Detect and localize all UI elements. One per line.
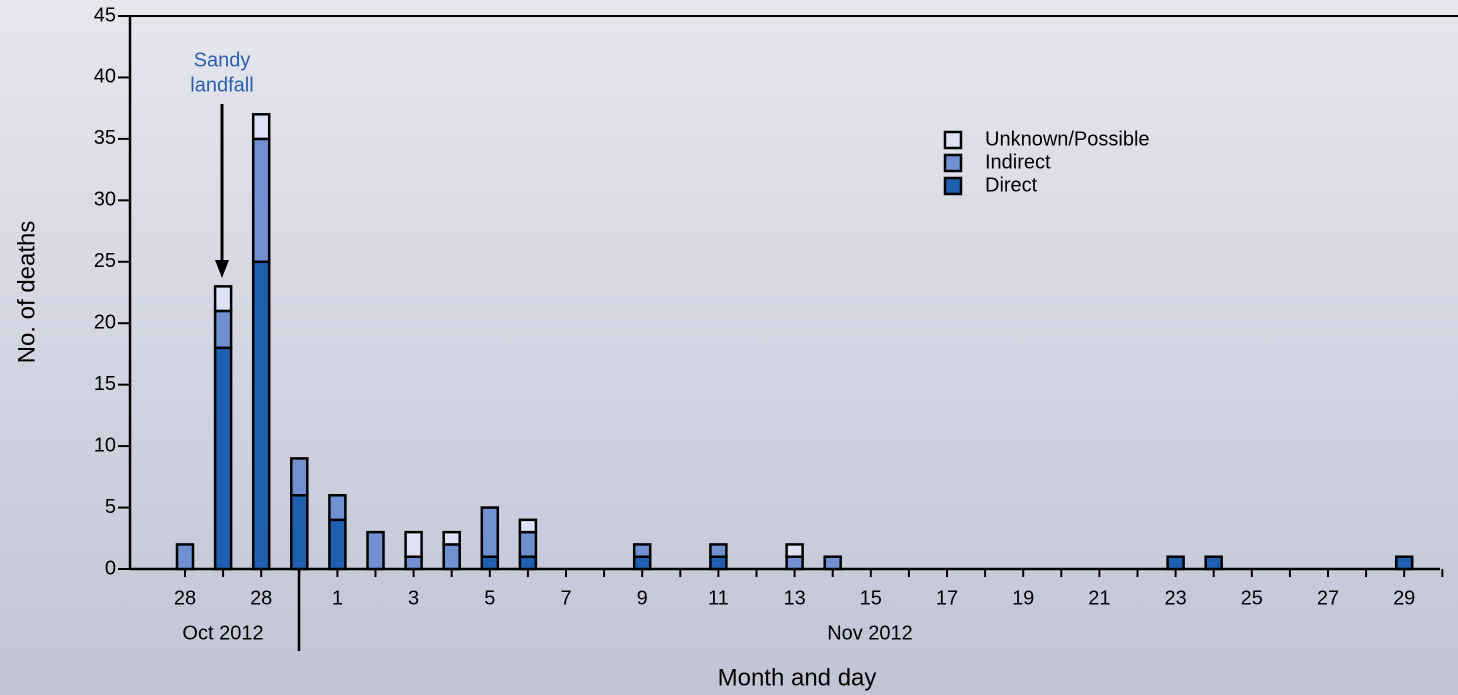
y-axis-label: No. of deaths (13, 221, 40, 364)
x-tick-label: 28 (174, 587, 196, 609)
x-tick-label: 3 (408, 587, 419, 609)
bar-segment (213, 309, 233, 350)
annotation: Sandy (194, 49, 251, 71)
bar-segment (1394, 555, 1414, 571)
bar-segment (1204, 555, 1223, 571)
x-tick-label: 29 (1393, 587, 1415, 609)
bar-segment (1166, 555, 1185, 571)
annotation: landfall (190, 74, 253, 96)
legend-swatch (943, 153, 963, 173)
bar-segment (632, 555, 652, 571)
bar-segment (404, 530, 423, 558)
y-tick-label: 0 (105, 557, 116, 579)
bar-segment (328, 494, 347, 522)
x-tick-label: 21 (1088, 587, 1110, 609)
y-tick-label: 25 (94, 250, 116, 272)
bar-segment (328, 518, 347, 571)
bar-segment (823, 555, 842, 571)
bar-segment (632, 543, 652, 558)
bar-segment (480, 555, 500, 571)
bar-segment (518, 555, 538, 571)
month-label: Oct 2012 (182, 622, 263, 644)
bar-segment (213, 285, 233, 313)
bar-segment (480, 506, 500, 558)
bar-segment (213, 346, 233, 571)
x-tick-label: 7 (560, 587, 571, 609)
x-tick-label: 5 (484, 587, 495, 609)
bar-segment (290, 494, 309, 571)
bar-segment (366, 530, 385, 571)
legend-label: Unknown/Possible (985, 128, 1150, 150)
bar-segment (785, 555, 804, 571)
arrowhead (215, 260, 229, 278)
x-tick-label: 13 (783, 587, 805, 609)
x-tick-label: 15 (860, 587, 882, 609)
y-tick-label: 30 (94, 189, 116, 211)
x-tick-label: 11 (708, 587, 729, 609)
bar-segment (442, 530, 461, 546)
legend-label: Indirect (985, 151, 1051, 173)
legend-swatch (943, 130, 963, 150)
x-tick-label: 9 (637, 587, 648, 609)
bar-segment (709, 555, 728, 571)
bar-segment (442, 543, 461, 571)
bar-segment (251, 260, 271, 571)
legend-swatch (943, 176, 963, 196)
x-tick-label: 1 (332, 587, 343, 609)
y-tick-label: 40 (94, 66, 116, 88)
x-tick-label: 19 (1012, 587, 1034, 609)
bar-segment (404, 555, 423, 571)
y-tick-label: 10 (94, 434, 116, 456)
x-tick-label: 28 (250, 587, 272, 609)
bar-segment (518, 530, 538, 558)
bar-segment (175, 543, 195, 571)
x-tick-label: 27 (1317, 587, 1339, 609)
bar-segment (785, 543, 804, 558)
x-tick-label: 23 (1164, 587, 1186, 609)
y-tick-label: 35 (94, 127, 116, 149)
bar-segment (518, 518, 538, 534)
bar-segment (251, 113, 271, 141)
month-label: Nov 2012 (827, 622, 913, 644)
x-axis-label: Month and day (718, 664, 877, 691)
x-tick-label: 25 (1241, 587, 1263, 609)
y-tick-label: 15 (94, 373, 116, 395)
bar-segment (290, 457, 309, 497)
y-tick-label: 45 (94, 4, 116, 26)
x-tick-label: 17 (936, 587, 958, 609)
y-tick-label: 5 (105, 496, 116, 518)
y-tick-label: 20 (94, 312, 116, 334)
bar-segment (709, 543, 728, 558)
legend-label: Direct (985, 174, 1038, 196)
bar-segment (251, 137, 271, 264)
